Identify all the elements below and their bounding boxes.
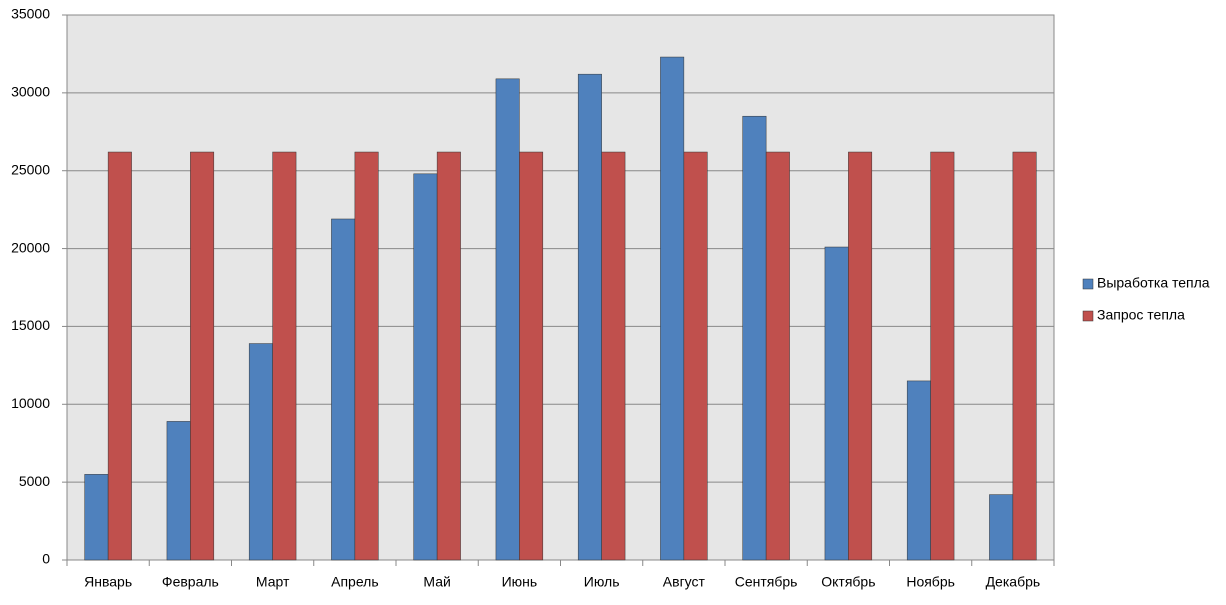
bar [354,151,379,561]
bar [248,343,273,561]
legend-marker [1082,310,1094,322]
y-tick-label: 15000 [11,317,50,333]
legend-marker [1082,278,1094,290]
y-tick-label: 10000 [11,395,50,411]
y-tick-label: 35000 [11,6,50,22]
y-tick-label: 20000 [11,239,50,255]
legend-label: Запрос тепла [1097,307,1185,323]
x-tick-label: Август [663,574,706,590]
x-tick-label: Ноябрь [906,574,955,590]
x-tick-label: Апрель [331,574,379,590]
bar [989,494,1014,561]
bar [930,151,955,561]
bar [742,115,767,561]
bar [272,151,297,561]
x-tick-label: Январь [84,574,132,590]
x-tick-label: Март [256,574,290,590]
bar [190,151,215,561]
legend-label: Выработка тепла [1097,275,1210,291]
bar [1012,151,1037,561]
bar [495,78,520,561]
x-tick-label: Июль [584,574,620,590]
x-tick-label: Декабрь [986,574,1041,590]
bar [577,73,602,561]
plot-area [66,14,1055,561]
y-tick-label: 5000 [19,473,50,489]
bar [519,151,544,561]
bar [824,246,849,561]
x-tick-label: Октябрь [821,574,875,590]
bar [436,151,461,561]
bar [601,151,626,561]
x-tick-label: Июнь [502,574,538,590]
y-tick-label: 0 [42,551,50,567]
x-tick-label: Сентябрь [735,574,798,590]
bar [683,151,708,561]
bar [848,151,873,561]
bar [84,474,109,561]
bar [413,173,438,561]
bar [107,151,132,561]
x-tick-label: Февраль [162,574,219,590]
bar [765,151,790,561]
bar [331,218,356,561]
x-tick-label: Май [423,574,450,590]
y-tick-label: 25000 [11,161,50,177]
bar [660,56,685,561]
y-tick-label: 30000 [11,84,50,100]
bar [166,421,191,561]
bar [906,380,931,561]
